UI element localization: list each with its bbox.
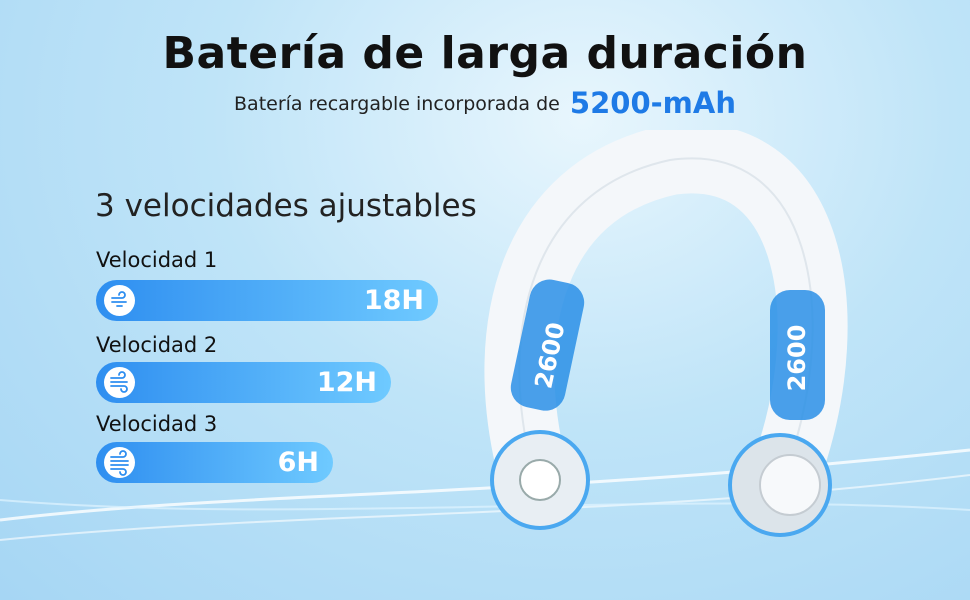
neck-fan-product-image: 2600 2600 [484, 130, 848, 537]
battery-right [770, 290, 825, 420]
wind-icon [104, 447, 135, 478]
speed-2-label: Velocidad 2 [96, 333, 218, 357]
speed-2-bar: 12H [96, 362, 391, 403]
speed-1-duration: 18H [363, 285, 424, 316]
speed-1-bar: 18H [96, 280, 438, 321]
speed-1-label: Velocidad 1 [96, 248, 218, 272]
speed-3-bar: 6H [96, 442, 333, 483]
wind-icon [104, 367, 135, 398]
wind-icon [104, 285, 135, 316]
capacity-highlight: 5200-mAh [569, 86, 736, 120]
speed-3-label: Velocidad 3 [96, 412, 218, 436]
speed-2-duration: 12H [316, 367, 377, 398]
section-title: 3 velocidades ajustables [95, 188, 477, 224]
page-title: Batería de larga duración [162, 28, 808, 79]
speed-3-duration: 6H [277, 447, 319, 478]
battery-left [510, 279, 585, 411]
subtitle: Batería recargable incorporada de 5200-m… [0, 86, 970, 120]
subtitle-text: Batería recargable incorporada de [234, 93, 560, 115]
battery-right-label: 2600 [783, 325, 811, 392]
